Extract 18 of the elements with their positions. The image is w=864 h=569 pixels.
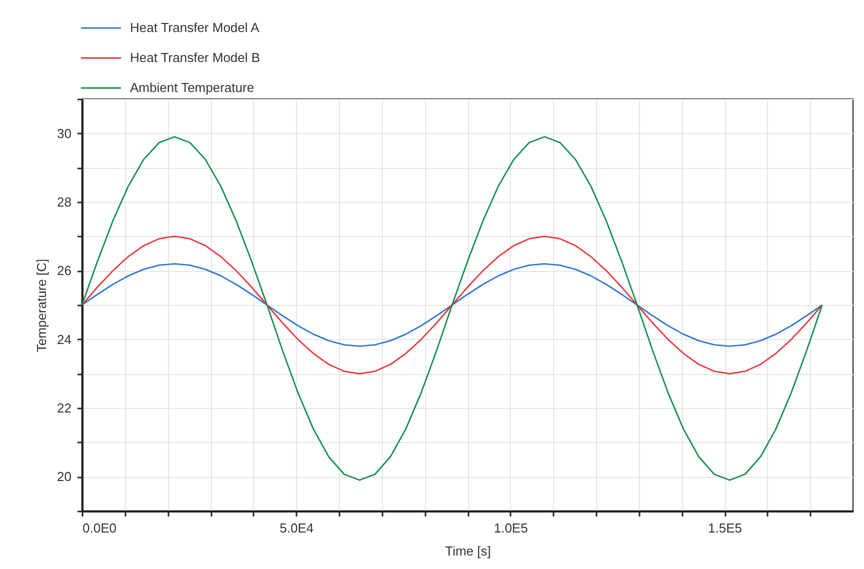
legend-label: Heat Transfer Model A [130,20,260,35]
y-tick-label: 20 [57,469,72,484]
x-tick-label: 1.5E5 [708,520,742,536]
y-axis-title: Temperature [C] [34,258,50,352]
x-tick-label: 1.0E5 [494,520,528,536]
y-tick-label: 30 [57,126,72,141]
legend-label: Heat Transfer Model B [130,50,260,65]
y-tick-label: 28 [57,194,72,210]
line-series [82,136,823,481]
y-tick-label: 26 [57,263,72,278]
x-tick-label: 0.0E0 [82,520,116,536]
legend-label: Ambient Temperature [130,80,254,95]
line-series [82,236,823,374]
line-series [82,263,823,347]
x-tick-label: 5.0E4 [280,520,314,536]
y-tick-label: 22 [57,400,72,416]
x-axis-title: Time [s] [445,544,491,558]
y-tick-label: 24 [57,332,72,347]
